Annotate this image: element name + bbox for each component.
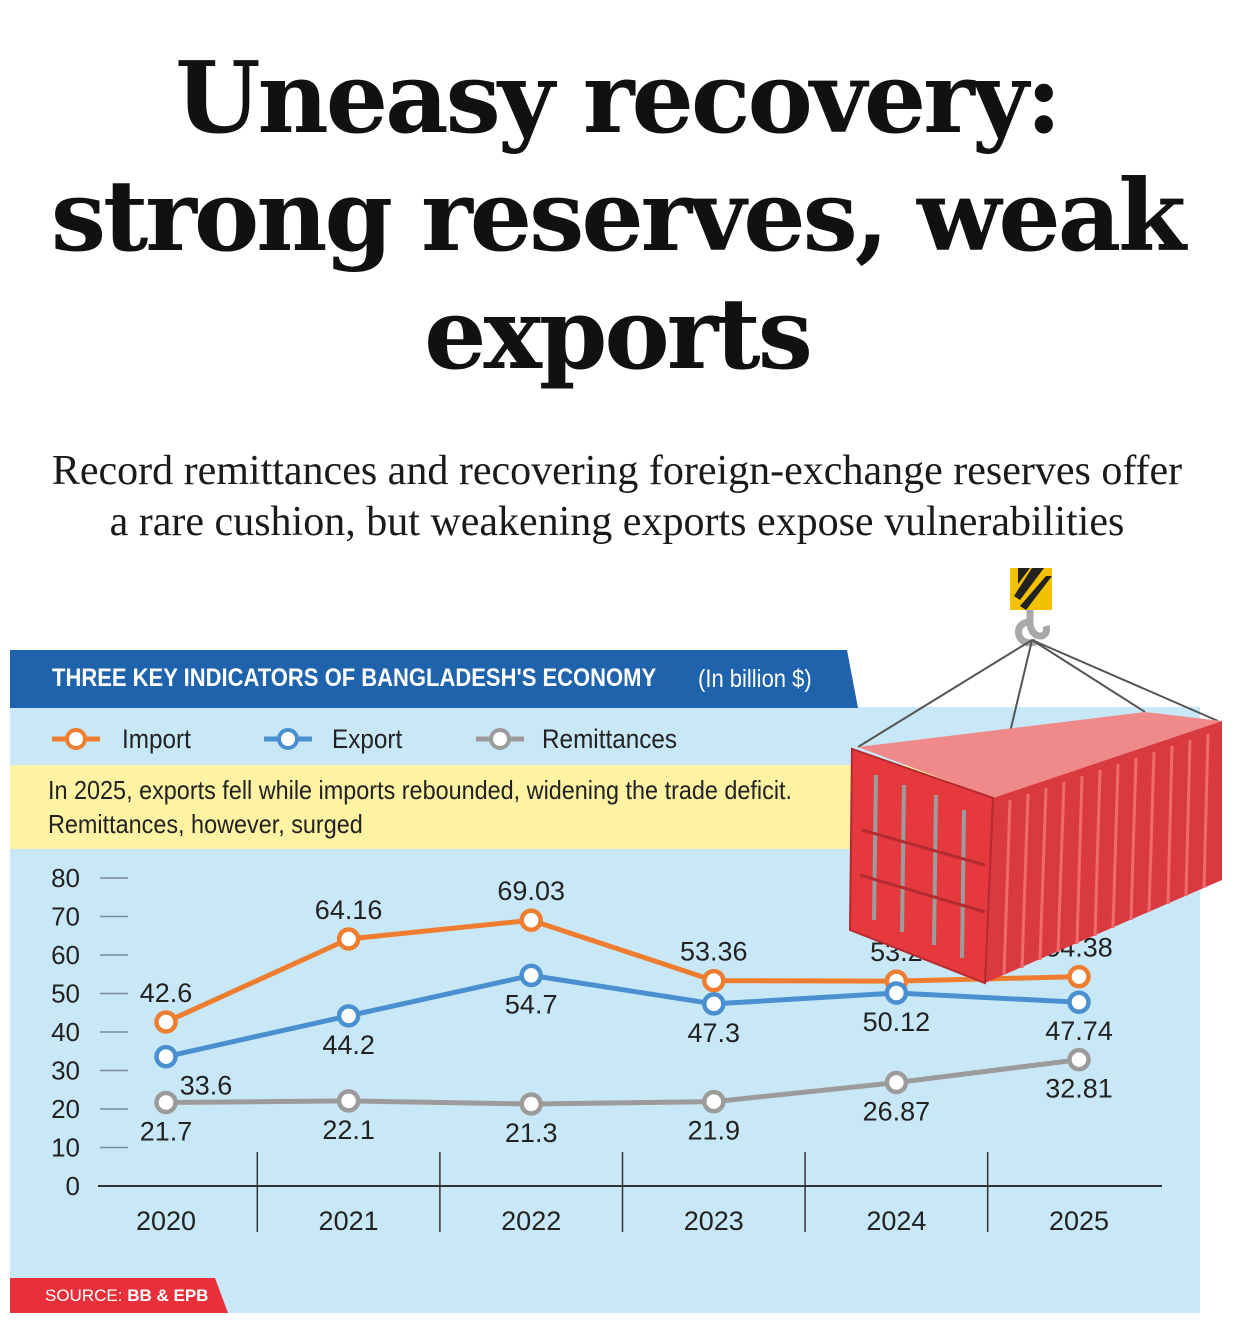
y-tick-label: 80 [51, 863, 80, 893]
remittances-point [702, 1089, 726, 1114]
remittances-data-label: 21.3 [505, 1118, 558, 1148]
y-tick-label: 30 [51, 1056, 80, 1086]
x-tick-label: 2020 [136, 1206, 196, 1236]
source-label: SOURCE: [45, 1286, 123, 1305]
export-data-label: 54.7 [505, 989, 558, 1019]
import-data-label: 69.03 [497, 876, 565, 906]
import-point [519, 908, 543, 932]
export-point [336, 1004, 361, 1028]
export-data-label: 50.12 [863, 1007, 931, 1037]
legend-export-marker [264, 728, 312, 750]
x-tick-label: 2025 [1049, 1206, 1109, 1236]
x-tick-label: 2024 [866, 1206, 926, 1236]
remittances-point [336, 1089, 361, 1113]
source-value: BB & EPB [127, 1286, 209, 1305]
legend-import-marker [52, 728, 100, 750]
export-data-label: 47.74 [1045, 1016, 1113, 1046]
remittances-point [519, 1092, 543, 1116]
remittances-point [884, 1070, 909, 1095]
x-tick-label: 2021 [319, 1206, 379, 1236]
x-tick-label: 2023 [684, 1206, 744, 1236]
import-data-label: 53.36 [680, 937, 748, 967]
subheadline: Record remittances and recovering foreig… [51, 448, 1183, 545]
y-tick-label: 70 [51, 902, 80, 932]
y-tick-label: 40 [51, 1017, 80, 1047]
import-data-label: 64.16 [315, 895, 383, 925]
legend-remittances-marker [476, 728, 524, 750]
source-text: SOURCE: BB & EPB [45, 1286, 208, 1306]
y-tick-label: 0 [66, 1171, 80, 1201]
export-point [154, 1044, 178, 1069]
chart-series [154, 908, 1091, 1116]
remittances-data-label: 32.81 [1045, 1074, 1113, 1104]
import-point [154, 1010, 178, 1034]
remittances-data-label: 21.9 [688, 1116, 741, 1146]
legend-export-label: Export [332, 724, 403, 754]
remittances-point [154, 1090, 178, 1115]
import-data-label: 42.6 [140, 978, 193, 1008]
chart-unit: (In billion $) [698, 665, 812, 693]
export-point [519, 963, 543, 988]
chart-title: THREE KEY INDICATORS OF BANGLADESH'S ECO… [52, 664, 657, 692]
remittances-point [1067, 1047, 1091, 1072]
chart-title-bar: THREE KEY INDICATORS OF BANGLADESH'S ECO… [10, 650, 858, 708]
chart-axes: 0 10 20 30 40 50 60 70 80 2020 2021 2022 2023 2024 202… [51, 863, 1162, 1236]
source-tag: SOURCE: BB & EPB [10, 1278, 228, 1313]
legend-remittances-label: Remittances [542, 724, 678, 754]
note-text: In 2025, exports fell while imports rebo… [48, 775, 793, 839]
x-tick-label: 2022 [501, 1206, 561, 1236]
export-point [1067, 990, 1091, 1014]
y-tick-label: 60 [51, 940, 80, 970]
export-data-label: 47.3 [688, 1018, 741, 1048]
y-tick-label: 20 [51, 1094, 80, 1124]
remittances-data-label: 26.87 [863, 1097, 931, 1127]
remittances-data-label: 22.1 [322, 1115, 375, 1145]
y-tick-label: 10 [51, 1133, 80, 1163]
import-point [702, 968, 726, 993]
remittances-data-label: 21.7 [140, 1116, 193, 1146]
import-point [1067, 964, 1091, 989]
export-data-label: 33.6 [180, 1071, 233, 1101]
headline: Uneasy recovery: strong reserves, weak e… [50, 41, 1186, 392]
export-data-label: 44.2 [322, 1030, 375, 1060]
remittances-line [165, 1057, 1080, 1107]
export-point [884, 981, 909, 1005]
import-point [336, 927, 361, 951]
export-point [702, 992, 726, 1016]
y-tick-label: 50 [51, 979, 80, 1009]
import-line [164, 917, 1080, 1025]
export-line [165, 972, 1080, 1060]
legend-import-label: Import [122, 724, 191, 754]
shipping-container-illustration [848, 568, 1222, 985]
